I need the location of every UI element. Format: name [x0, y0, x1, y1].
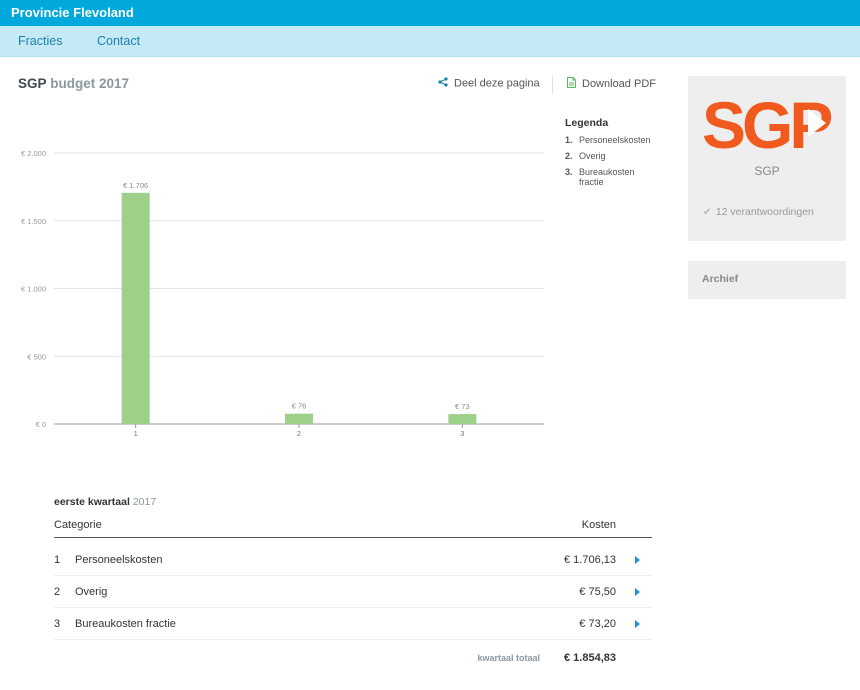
chart-legend: Legenda 1. Personeelskosten 2. Overig 3.…	[565, 117, 660, 193]
archive-panel[interactable]: Archief	[688, 261, 846, 299]
table-caption-year: 2017	[132, 496, 157, 508]
share-label: Deel deze pagina	[454, 77, 540, 90]
total-label: kwartaal totaal	[477, 653, 540, 663]
row-number: 3	[54, 618, 61, 630]
legend-item: 3. Bureaukosten fractie	[565, 167, 660, 187]
row-category: Overig	[75, 586, 108, 598]
row-category: Personeelskosten	[75, 554, 163, 566]
expand-arrow-icon[interactable]	[635, 620, 640, 628]
page-title-rest: budget 2017	[50, 76, 130, 91]
nav-bar: Fracties Contact	[0, 26, 860, 57]
download-pdf-button[interactable]: Download PDF	[567, 77, 656, 91]
row-number: 2	[54, 586, 61, 598]
site-title[interactable]: Provincie Flevoland	[11, 5, 134, 20]
budget-bar-chart: € 0 € 500 € 1.000 € 1.500 € 2.000 € 1.706 1 € 7…	[21, 149, 544, 438]
row-cost: € 73,20	[579, 618, 616, 630]
table-row[interactable]: 1 Personeelskosten € 1.706,13	[54, 544, 652, 576]
download-label: Download PDF	[582, 77, 656, 90]
bar-data-label: € 73	[455, 402, 470, 411]
nav-link-contact[interactable]: Contact	[97, 34, 141, 48]
legend-item-label: Overig	[579, 151, 606, 161]
expand-arrow-icon[interactable]	[635, 556, 640, 564]
page-title: SGP budget 2017	[18, 76, 129, 91]
pdf-file-icon	[567, 77, 576, 91]
chart-bar	[448, 414, 477, 424]
nav-link-fracties[interactable]: Fracties	[18, 34, 63, 48]
expand-arrow-icon[interactable]	[635, 588, 640, 596]
checkmark-icon: ✔	[703, 206, 712, 218]
legend-item-label: Bureaukosten fractie	[579, 167, 635, 187]
top-bar: Provincie Flevoland	[0, 0, 860, 26]
legend-item-number: 1.	[565, 135, 573, 145]
row-cost: € 1.706,13	[564, 554, 616, 566]
legend-title: Legenda	[565, 117, 609, 129]
table-row[interactable]: 2 Overig € 75,50	[54, 576, 652, 608]
total-value: € 1.854,83	[564, 652, 616, 664]
y-tick-label: € 0	[36, 420, 46, 429]
row-cost: € 75,50	[579, 586, 616, 598]
x-tick-label: 1	[134, 429, 138, 438]
legend-item-label: Personeelskosten	[579, 135, 651, 145]
costs-table: eerste kwartaal 2017 Categorie Kosten 1 …	[54, 496, 652, 674]
table-header: Categorie Kosten	[54, 518, 652, 538]
y-tick-label: € 1.000	[21, 285, 46, 294]
legend-item-number: 3.	[565, 167, 573, 177]
chart-bar	[121, 192, 150, 424]
legend-item-number: 2.	[565, 151, 573, 161]
chart-bar	[285, 413, 313, 424]
x-tick-label: 3	[460, 429, 464, 438]
row-number: 1	[54, 554, 61, 566]
party-name: SGP	[754, 164, 780, 178]
y-tick-label: € 1.500	[21, 217, 46, 226]
legend-item: 2. Overig	[565, 151, 660, 161]
party-card[interactable]: SGP SGP ✔ 12 verantwoordingen	[688, 76, 846, 241]
header-cost: Kosten	[581, 519, 616, 531]
bar-data-label: € 1.706	[123, 181, 148, 190]
share-page-button[interactable]: Deel deze pagina	[438, 77, 540, 90]
page-title-party: SGP	[18, 76, 47, 91]
header-category: Categorie	[54, 519, 102, 531]
logo-play-triangle	[808, 109, 826, 137]
sgp-logo: SGP	[702, 93, 832, 153]
table-caption: eerste kwartaal 2017	[54, 496, 652, 510]
bar-data-label: € 76	[292, 402, 307, 411]
legend-item: 1. Personeelskosten	[565, 135, 660, 145]
x-tick-label: 2	[297, 429, 301, 438]
answers-label: 12 verantwoordingen	[715, 206, 814, 218]
y-tick-label: € 2.000	[21, 149, 46, 158]
answers-count[interactable]: ✔ 12 verantwoordingen	[703, 206, 814, 218]
table-caption-period: eerste kwartaal	[54, 496, 130, 508]
share-icon	[438, 77, 448, 90]
table-row[interactable]: 3 Bureaukosten fractie € 73,20	[54, 608, 652, 640]
row-category: Bureaukosten fractie	[75, 618, 176, 630]
y-tick-label: € 500	[27, 352, 46, 361]
archive-label[interactable]: Archief	[702, 273, 739, 285]
table-total-row: kwartaal totaal € 1.854,83	[54, 640, 652, 674]
action-divider	[552, 75, 553, 94]
